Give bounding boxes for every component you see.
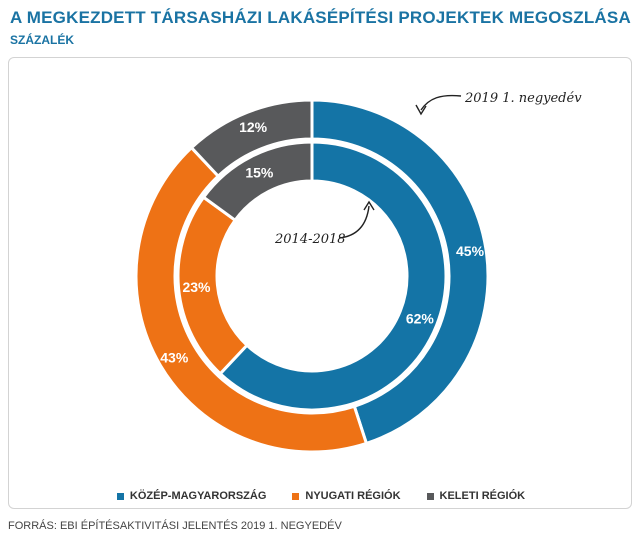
outer-slice-kelet <box>189 98 314 179</box>
outer-label-nyugat: 43% <box>160 349 189 365</box>
slice-labels: 45% 43% 12% 62% 23% 15% <box>160 119 484 365</box>
annotation-inner: 2014-2018 <box>274 200 375 247</box>
outer-label-kozep: 45% <box>456 243 485 259</box>
chart-panel: 45% 43% 12% 62% 23% 15% 2019 1. negyedév 2014… <box>8 57 632 509</box>
inner-label-kozep: 62% <box>406 311 435 327</box>
annotation-inner-label: 2014-2018 <box>274 232 346 247</box>
annotation-outer-label: 2019 1. negyedév <box>464 91 582 106</box>
annotation-inner-arrowhead <box>363 200 375 211</box>
legend-item-kelet: KELETI RÉGIÓK <box>426 490 526 502</box>
legend-item-kozep: KÖZÉP-MAGYARORSZÁG <box>116 490 267 502</box>
legend-label-nyugat: NYUGATI RÉGIÓK <box>305 490 401 502</box>
chart-subtitle: SZÁZALÉK <box>10 33 74 47</box>
inner-ring <box>176 140 448 412</box>
donut-chart: 45% 43% 12% 62% 23% 15% 2019 1. negyedév 2014… <box>134 91 582 454</box>
outer-ring <box>134 98 490 454</box>
outer-slice-kozep <box>310 98 490 446</box>
legend-label-kozep: KÖZÉP-MAGYARORSZÁG <box>129 490 267 502</box>
annotation-outer: 2019 1. negyedév <box>415 91 582 116</box>
legend-swatch-kelet <box>426 492 434 500</box>
legend: KÖZÉP-MAGYARORSZÁG NYUGATI RÉGIÓK KELETI… <box>9 490 633 502</box>
annotation-outer-arrowhead <box>415 104 427 116</box>
legend-swatch-kozep <box>116 492 124 500</box>
inner-slice-kozep <box>218 140 448 412</box>
legend-label-kelet: KELETI RÉGIÓK <box>439 490 526 502</box>
chart-title: A MEGKEZDETT TÁRSASHÁZI LAKÁSÉPÍTÉSI PRO… <box>10 8 631 27</box>
inner-slice-kelet <box>201 140 314 223</box>
annotation-inner-arrow <box>338 205 370 239</box>
source-note: FORRÁS: EBI ÉPÍTÉSAKTIVITÁSI JELENTÉS 20… <box>8 520 342 532</box>
inner-label-nyugat: 23% <box>182 279 211 295</box>
legend-item-nyugat: NYUGATI RÉGIÓK <box>292 490 401 502</box>
outer-slice-nyugat <box>134 145 369 454</box>
inner-label-kelet: 15% <box>245 165 274 181</box>
annotation-outer-arrow <box>420 94 462 111</box>
outer-label-kelet: 12% <box>239 119 268 135</box>
legend-swatch-nyugat <box>292 492 300 500</box>
